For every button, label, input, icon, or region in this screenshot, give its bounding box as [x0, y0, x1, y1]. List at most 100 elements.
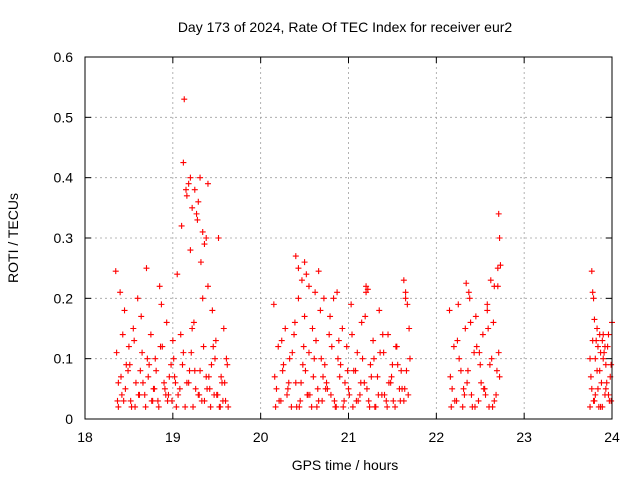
- data-point: [152, 355, 159, 362]
- data-point: [602, 361, 609, 368]
- data-point: [478, 379, 485, 386]
- data-point: [464, 367, 471, 374]
- data-point: [370, 355, 377, 362]
- data-point: [475, 397, 482, 404]
- data-point: [161, 379, 168, 386]
- data-point: [326, 331, 333, 338]
- data-point: [333, 403, 340, 410]
- data-point: [356, 391, 363, 398]
- data-point: [182, 403, 189, 410]
- grid-lines: [85, 57, 612, 419]
- data-point: [331, 397, 338, 404]
- data-point: [337, 361, 344, 368]
- data-point: [330, 295, 337, 302]
- data-point: [484, 307, 491, 314]
- data-point: [402, 289, 409, 296]
- data-point: [221, 379, 228, 386]
- data-point: [605, 331, 612, 338]
- data-point: [181, 96, 188, 103]
- data-point: [143, 265, 150, 272]
- data-point: [594, 385, 601, 392]
- data-point: [588, 268, 595, 275]
- data-point: [154, 397, 161, 404]
- data-point: [320, 295, 327, 302]
- data-point: [161, 385, 168, 392]
- data-point: [327, 391, 334, 398]
- data-point: [204, 385, 211, 392]
- data-point: [450, 343, 457, 350]
- data-point: [462, 325, 469, 332]
- data-point: [137, 367, 144, 374]
- data-point: [353, 397, 360, 404]
- data-point: [335, 337, 342, 344]
- data-point: [385, 379, 392, 386]
- data-point: [457, 367, 464, 374]
- data-point: [169, 337, 176, 344]
- data-point: [334, 289, 341, 296]
- data-point: [460, 385, 467, 392]
- data-point: [189, 204, 196, 211]
- data-point: [476, 349, 483, 356]
- data-point: [201, 241, 208, 248]
- data-point: [132, 379, 139, 386]
- data-points: [112, 96, 615, 410]
- data-point: [587, 373, 594, 380]
- data-point: [301, 259, 308, 266]
- data-point: [451, 397, 458, 404]
- x-tick-labels: 18 19 20 21 22 23 24: [77, 429, 620, 445]
- data-point: [303, 271, 310, 278]
- data-point: [292, 253, 299, 260]
- data-point: [482, 391, 489, 398]
- data-point: [315, 268, 322, 275]
- data-point: [145, 373, 152, 380]
- data-point: [323, 379, 330, 386]
- data-point: [455, 301, 462, 308]
- data-point: [494, 265, 501, 272]
- data-point: [354, 349, 361, 356]
- data-point: [219, 397, 226, 404]
- data-point: [589, 289, 596, 296]
- data-point: [300, 343, 307, 350]
- data-point: [318, 355, 325, 362]
- data-point: [587, 403, 594, 410]
- data-point: [131, 337, 138, 344]
- data-point: [341, 397, 348, 404]
- x-axis-label: GPS time / hours: [292, 457, 399, 473]
- data-point: [590, 397, 597, 404]
- data-point: [280, 361, 287, 368]
- data-point: [367, 361, 374, 368]
- data-point: [495, 349, 502, 356]
- data-point: [464, 379, 471, 386]
- data-point: [471, 403, 478, 410]
- y-tick-label: 0.4: [54, 170, 74, 186]
- data-point: [384, 403, 391, 410]
- data-point: [168, 397, 175, 404]
- data-point: [311, 355, 318, 362]
- data-point: [454, 337, 461, 344]
- data-point: [345, 385, 352, 392]
- data-point: [302, 367, 309, 374]
- data-point: [596, 367, 603, 374]
- data-point: [340, 403, 347, 410]
- data-point: [190, 319, 197, 326]
- data-point: [126, 361, 133, 368]
- data-point: [174, 271, 181, 278]
- data-point: [467, 319, 474, 326]
- data-point: [312, 289, 319, 296]
- data-point: [406, 325, 413, 332]
- data-point: [341, 379, 348, 386]
- data-point: [197, 259, 204, 266]
- data-point: [362, 313, 369, 320]
- data-point: [163, 319, 170, 326]
- data-point: [491, 397, 498, 404]
- data-point: [298, 379, 305, 386]
- data-point: [310, 373, 317, 380]
- data-point: [209, 307, 216, 314]
- data-point: [284, 385, 291, 392]
- data-point: [192, 385, 199, 392]
- data-point: [208, 361, 215, 368]
- data-point: [142, 403, 149, 410]
- data-point: [296, 403, 303, 410]
- data-point: [187, 247, 194, 254]
- data-point: [173, 403, 180, 410]
